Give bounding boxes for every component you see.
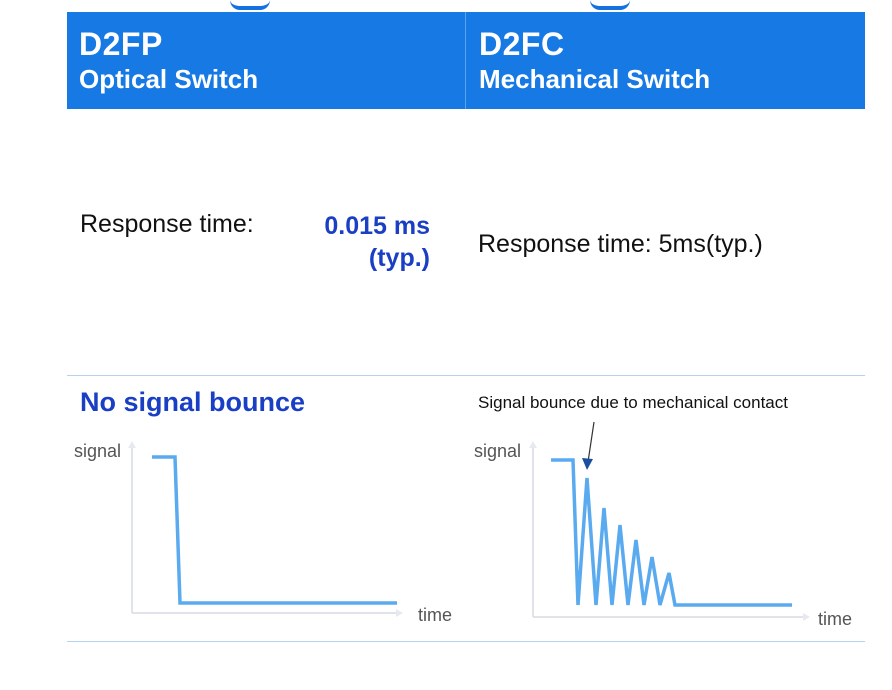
- x-axis-arrow: [803, 613, 810, 621]
- axes-right: [529, 441, 810, 621]
- section-divider-top: [67, 375, 865, 376]
- y-axis-arrow: [128, 441, 136, 448]
- optical-signal-line: [152, 455, 397, 605]
- response-value-line1: 0.015 ms: [324, 212, 430, 240]
- header-right-column: D2FC Mechanical Switch: [479, 26, 710, 94]
- response-time-value-left: 0.015 ms (typ.): [280, 210, 430, 274]
- response-value-line2: (typ.): [368, 244, 430, 272]
- bounce-signal-line: [551, 458, 792, 607]
- no-signal-bounce-title: No signal bounce: [80, 387, 306, 417]
- header-left-column: D2FP Optical Switch: [79, 26, 258, 94]
- x-axis-arrow: [396, 609, 403, 617]
- switch-type-optical: Optical Switch: [79, 64, 259, 94]
- response-time-label-left: Response time:: [80, 210, 254, 238]
- x-axis-label-right: time: [818, 609, 853, 629]
- x-axis-label-left: time: [418, 605, 453, 625]
- optical-signal-plot: [128, 441, 403, 617]
- switch-type-mechanical: Mechanical Switch: [479, 64, 711, 94]
- response-time-right: Response time: 5ms(typ.): [478, 230, 763, 258]
- axes-left: [128, 441, 403, 617]
- bounce-pointer-arrow: [582, 421, 595, 470]
- pointer-arrow-head: [582, 458, 593, 470]
- mechanical-signal-plot: [529, 421, 810, 621]
- model-name-d2fc: D2FC: [479, 26, 565, 62]
- section-divider-bottom: [67, 641, 865, 642]
- signal-bounce-annotation: Signal bounce due to mechanical contact: [478, 393, 788, 412]
- comparison-header: D2FP Optical Switch D2FC Mechanical Swit…: [67, 12, 865, 109]
- top-arc-decoration: [590, 0, 630, 10]
- header-divider: [465, 12, 466, 109]
- y-axis-label-left: signal: [74, 441, 122, 461]
- model-name-d2fp: D2FP: [79, 26, 163, 62]
- top-arc-decoration: [230, 0, 270, 10]
- y-axis-arrow: [529, 441, 537, 448]
- y-axis-label-right: signal: [474, 441, 522, 461]
- pointer-arrow-line: [587, 421, 595, 463]
